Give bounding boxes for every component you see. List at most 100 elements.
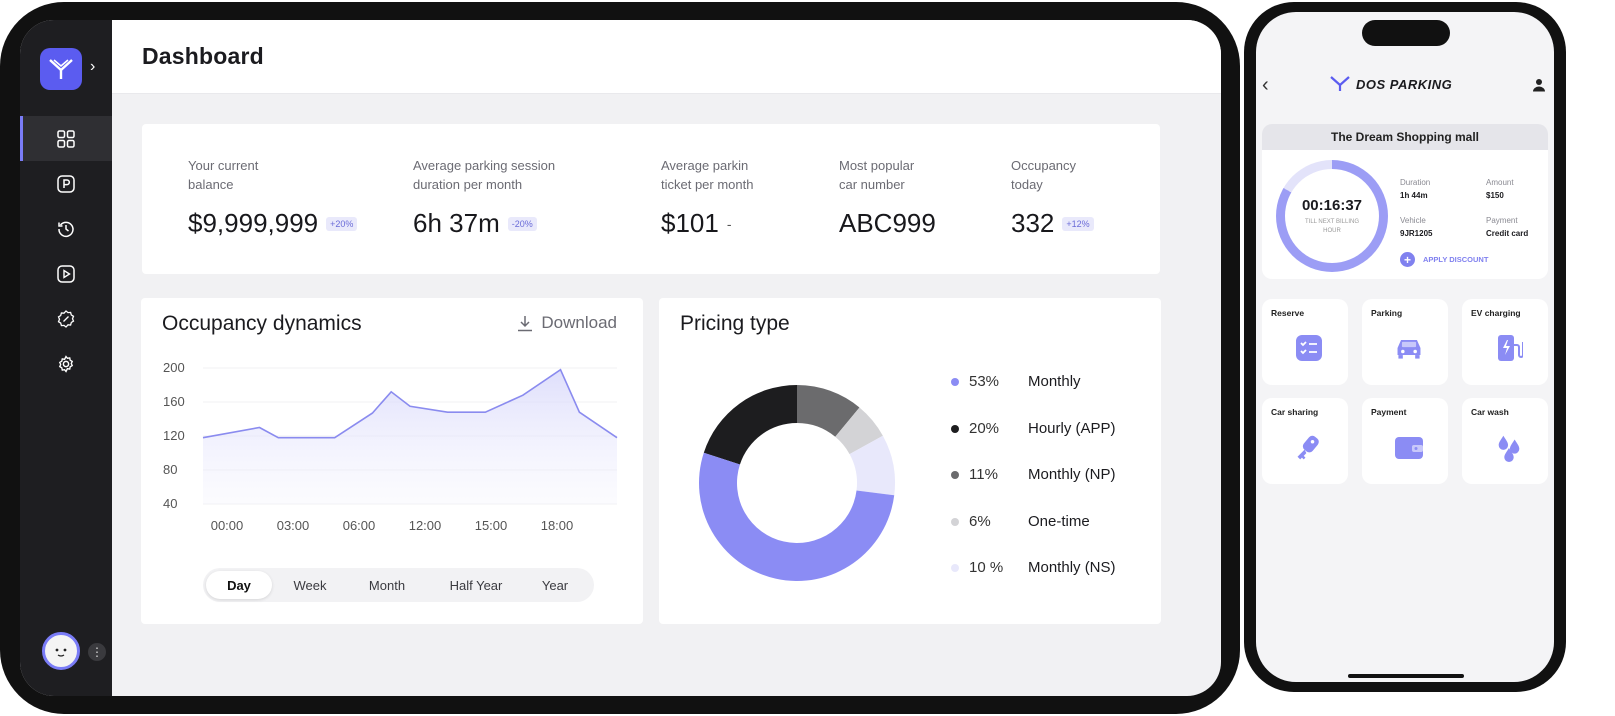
legend-label: Monthly (NP) [1028,466,1116,483]
phone-screen: ‹ DOS PARKING The Dream Shopping mall 00… [1256,12,1554,682]
x-tick-label: 06:00 [343,518,376,533]
sidebar-item-parking[interactable] [20,161,112,206]
pie-slice-monthly-np [797,385,860,437]
stat-badge: -20% [507,216,537,231]
amount-label: Amount [1486,178,1514,187]
timer-caption: TILL NEXT BILLING HOUR [1304,218,1360,234]
y-tick-label: 40 [163,496,177,511]
user-icon[interactable] [1532,78,1546,92]
range-day[interactable]: Day [206,571,272,599]
tablet-screen: › ⋮ Dashboard [20,20,1221,696]
phone-brand: DOS PARKING [1330,76,1452,92]
tile-parking[interactable]: Parking [1362,299,1448,385]
session-location: The Dream Shopping mall [1262,124,1548,150]
download-icon [518,315,533,331]
avatar-face-icon [55,648,67,657]
legend-label: One-time [1028,513,1090,530]
stat-label: Average parkin ticket per month [661,158,754,192]
stat-value: ABC999 [839,208,936,238]
stat-label: Your current balance [188,158,259,192]
more-options-icon[interactable]: ⋮ [88,643,106,661]
sidebar-item-discounts[interactable] [20,296,112,341]
car-key-icon [1294,432,1324,462]
phone-notch [1362,20,1450,46]
gear-icon [58,354,74,373]
sidebar-item-settings[interactable] [20,341,112,386]
vehicle-info: Vehicle 9JR1205 [1400,214,1432,240]
duration-label: Duration [1400,178,1431,187]
expand-sidebar-icon[interactable]: › [90,58,96,75]
range-year[interactable]: Year [541,577,569,593]
series-line [202,368,618,439]
x-tick-label: 03:00 [277,518,310,533]
range-month[interactable]: Month [368,577,406,593]
tablet-frame: › ⋮ Dashboard [0,2,1240,714]
app-logo[interactable] [40,48,82,90]
apply-discount-label: APPLY DISCOUNT [1423,255,1489,264]
tile-label: Car sharing [1271,407,1319,417]
brand-logo-icon [1330,76,1350,91]
tile-reserve[interactable]: Reserve [1262,299,1348,385]
tile-car-sharing[interactable]: Car sharing [1262,398,1348,484]
tile-label: Reserve [1271,308,1305,318]
stat-balance: Your current balance $9,999,999 +20% [188,156,358,239]
sidebar-item-media[interactable] [20,251,112,296]
legend-percent: 11% [969,466,998,483]
occupancy-chart: 200 160 120 80 40 00:00 03:00 06:00 12:00 15:00 18… [163,360,618,533]
tile-label: EV charging [1471,308,1521,318]
vehicle-value: 9JR1205 [1400,229,1433,238]
sidebar-item-dashboard[interactable] [20,116,112,161]
tile-ev-charging[interactable]: EV charging [1462,299,1548,385]
parking-icon [57,174,75,193]
y-tick-label: 80 [163,462,177,477]
timer-value: 00:16:37 [1301,196,1363,214]
range-selector: Day Week Month Half Year Year [203,568,594,602]
legend-dot [951,424,959,433]
pricing-title: Pricing type [680,312,790,335]
apply-discount-button[interactable]: + APPLY DISCOUNT [1400,252,1488,267]
stat-popular-car: Most popular car number ABC999 [839,156,936,239]
tile-payment[interactable]: Payment [1362,398,1448,484]
topbar: Dashboard [112,20,1221,94]
duration-value: 1h 44m [1400,191,1428,200]
x-tick-label: 18:00 [541,518,574,533]
pricing-card: Pricing type 53% Monthly 20% Hourly (APP) … [659,298,1161,624]
stat-label: Most popular car number [839,158,915,192]
phone-frame: ‹ DOS PARKING The Dream Shopping mall 00… [1244,2,1566,692]
page-title: Dashboard [142,43,264,69]
legend-percent: 6% [969,513,991,530]
pie-slice-one-time [835,407,883,455]
stat-badge: - [726,215,732,232]
brand-name: DOS PARKING [1356,76,1453,92]
tile-car-wash[interactable]: Car wash [1462,398,1548,484]
legend-dot [951,470,959,479]
legend-label: Monthly [1028,373,1081,390]
legend-item-monthly: 53% Monthly [951,373,1081,390]
sidebar: › ⋮ [20,20,112,696]
legend-dot [951,563,959,572]
sidebar-item-history[interactable] [20,206,112,251]
tile-label: Car wash [1471,407,1509,417]
legend-item-hourly: 20% Hourly (APP) [951,420,1116,437]
y-tick-label: 120 [163,428,185,443]
phone-header: ‹ DOS PARKING [1256,74,1554,98]
area-fill [203,369,617,504]
payment-value: Credit card [1486,229,1529,238]
logo-icon [49,59,73,79]
amount-value: $150 [1486,191,1504,200]
parking-session-card: The Dream Shopping mall 00:16:37 TILL NE… [1262,124,1548,279]
user-avatar[interactable] [42,632,80,670]
range-half-year[interactable]: Half Year [449,577,503,593]
range-week[interactable]: Week [293,577,327,593]
legend-label: Monthly (NS) [1028,559,1116,576]
history-icon [58,221,74,237]
x-tick-label: 15:00 [475,518,508,533]
download-button[interactable]: Download [517,313,617,333]
legend-percent: 20% [969,420,1000,437]
sidebar-nav [20,116,112,386]
stat-value: 332 [1011,208,1055,238]
y-tick-label: 160 [163,394,185,409]
back-icon[interactable]: ‹ [1262,74,1269,96]
vehicle-label: Vehicle [1400,216,1426,225]
legend-item-monthly-np: 11% Monthly (NP) [951,466,1116,483]
